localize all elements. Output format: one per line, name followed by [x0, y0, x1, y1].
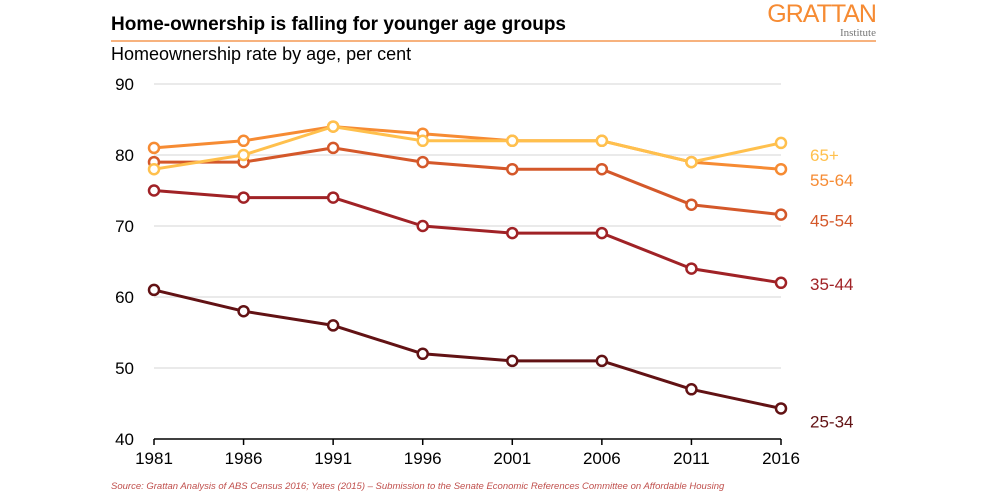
data-point — [326, 191, 340, 204]
data-point — [774, 136, 788, 150]
data-point — [416, 347, 429, 361]
x-tick-label: 2011 — [673, 449, 710, 468]
data-point — [147, 283, 161, 297]
data-point — [326, 319, 340, 332]
data-point — [685, 198, 698, 211]
data-point — [774, 162, 788, 176]
data-point — [416, 134, 429, 148]
y-tick-label: 60 — [115, 288, 134, 307]
x-tick-label: 2016 — [762, 449, 800, 468]
data-point — [416, 219, 429, 233]
y-tick-label: 70 — [115, 217, 134, 236]
chart-subtitle: Homeownership rate by age, per cent — [111, 44, 412, 64]
data-point — [147, 184, 161, 197]
data-point — [326, 120, 340, 133]
data-point — [237, 134, 250, 148]
x-tick-label: 1991 — [314, 449, 352, 468]
data-point — [147, 162, 161, 176]
data-point — [595, 354, 609, 368]
y-tick-label: 50 — [115, 359, 134, 378]
chart-title: Home-ownership is falling for younger ag… — [111, 14, 566, 35]
data-point — [237, 304, 250, 318]
data-point — [506, 354, 519, 368]
data-point — [685, 383, 698, 396]
grattan-logo: GRATTAN Institute — [738, 0, 877, 39]
data-point — [506, 134, 519, 148]
y-tick-label: 90 — [115, 75, 134, 94]
x-tick-label: 1996 — [404, 449, 442, 468]
data-point — [595, 162, 609, 176]
data-point — [685, 155, 698, 169]
data-point — [326, 141, 340, 155]
series-line-65+ — [153, 125, 782, 171]
series-label-25-34: 25-34 — [810, 412, 853, 431]
title-divider — [111, 40, 876, 42]
logo-sub: Institute — [839, 27, 876, 39]
data-point — [774, 402, 788, 415]
data-point — [506, 226, 519, 240]
series-label-55-64: 55-64 — [810, 171, 853, 190]
series-label-35-44: 35-44 — [810, 275, 853, 294]
data-point — [685, 262, 698, 275]
series-label-65+: 65+ — [810, 146, 839, 165]
data-point — [416, 155, 429, 169]
data-point — [506, 162, 519, 176]
x-tick-label: 1981 — [135, 449, 173, 468]
series-line-25-34 — [153, 288, 782, 410]
data-point — [774, 208, 788, 221]
data-point — [774, 276, 788, 290]
data-point — [237, 191, 250, 204]
series-label-45-54: 45-54 — [810, 211, 853, 230]
y-tick-label: 40 — [115, 430, 134, 449]
y-tick-label: 80 — [115, 146, 134, 165]
data-point — [595, 134, 609, 148]
source-note: Source: Grattan Analysis of ABS Census 2… — [111, 481, 725, 492]
x-tick-label: 2006 — [583, 449, 621, 468]
series-line-45-54 — [154, 146, 782, 217]
x-tick-label: 1986 — [225, 449, 263, 468]
logo-name: GRATTAN — [767, 0, 877, 28]
x-tick-label: 2001 — [493, 449, 531, 468]
data-point — [237, 148, 250, 162]
series-line-35-44 — [153, 189, 782, 285]
data-point — [147, 141, 161, 155]
data-point — [595, 226, 609, 240]
